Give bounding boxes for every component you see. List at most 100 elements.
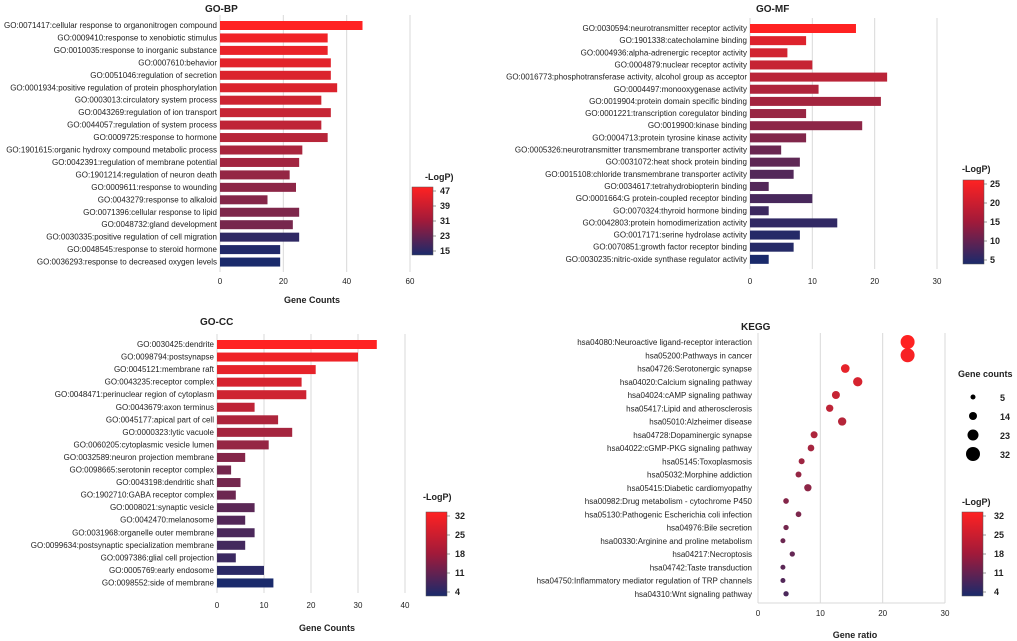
mf-bar[interactable] xyxy=(750,60,813,70)
kegg-point[interactable] xyxy=(810,431,818,439)
mf-bar[interactable] xyxy=(750,194,813,204)
mf-bar[interactable] xyxy=(750,72,888,82)
bp-bar[interactable] xyxy=(220,70,331,80)
mf-title: GO-MF xyxy=(756,4,789,15)
mf-bar[interactable] xyxy=(750,145,782,155)
cc-category-label: GO:0005769:early endosome xyxy=(109,566,215,575)
mf-bar[interactable] xyxy=(750,36,807,46)
mf-bar[interactable] xyxy=(750,109,807,119)
cc-bar[interactable] xyxy=(217,390,307,400)
bp-bar[interactable] xyxy=(220,245,281,255)
cc-bar[interactable] xyxy=(217,452,246,462)
kegg-point[interactable] xyxy=(780,578,786,583)
bp-bar[interactable] xyxy=(220,83,338,93)
bp-bar[interactable] xyxy=(220,58,331,68)
kegg-point[interactable] xyxy=(780,538,786,544)
bp-bar[interactable] xyxy=(220,45,328,55)
cc-bar[interactable] xyxy=(217,553,236,563)
bp-category-label: GO:0009725:response to hormone xyxy=(93,133,217,142)
cc-bar[interactable] xyxy=(217,402,255,412)
bp-bar[interactable] xyxy=(220,207,300,217)
bp-bar[interactable] xyxy=(220,257,281,267)
kegg-pathway-label: hsa05200:Pathways in cancer xyxy=(645,351,752,360)
cc-bar[interactable] xyxy=(217,565,264,575)
bp-bar[interactable] xyxy=(220,108,331,118)
mf-bar[interactable] xyxy=(750,181,769,191)
kegg-point[interactable] xyxy=(783,498,789,504)
mf-bar[interactable] xyxy=(750,254,769,264)
bp-bar[interactable] xyxy=(220,145,303,155)
mf-bar[interactable] xyxy=(750,206,769,216)
cc-bar[interactable] xyxy=(217,352,358,362)
bp-color-legend-value: 15 xyxy=(440,246,450,256)
mf-bar[interactable] xyxy=(750,242,794,252)
kegg-point[interactable] xyxy=(804,484,812,492)
kegg-point[interactable] xyxy=(840,364,850,373)
cc-x-tick-label: 20 xyxy=(307,601,316,610)
mf-bar[interactable] xyxy=(750,96,881,106)
bp-bar[interactable] xyxy=(220,33,328,43)
kegg-point[interactable] xyxy=(795,471,802,478)
mf-bar[interactable] xyxy=(750,230,800,240)
cc-bar[interactable] xyxy=(217,365,316,375)
cc-bar[interactable] xyxy=(217,465,232,475)
kegg-point[interactable] xyxy=(789,551,795,557)
kegg-point[interactable] xyxy=(837,417,847,426)
kegg-point[interactable] xyxy=(826,404,834,412)
mf-bar[interactable] xyxy=(750,133,807,143)
cc-bar[interactable] xyxy=(217,515,246,525)
bp-color-legend-value: 23 xyxy=(440,231,450,241)
cc-bar[interactable] xyxy=(217,427,293,437)
cc-bar[interactable] xyxy=(217,440,269,450)
bp-category-label: GO:0042391:regulation of membrane potent… xyxy=(52,158,217,167)
cc-bar[interactable] xyxy=(217,340,377,349)
bp-bar[interactable] xyxy=(220,157,300,167)
bp-bar[interactable] xyxy=(220,95,322,105)
bp-bar[interactable] xyxy=(220,220,293,230)
cc-bar[interactable] xyxy=(217,377,302,387)
mf-bar[interactable] xyxy=(750,218,838,228)
bp-bar[interactable] xyxy=(220,21,363,30)
kegg-pathway-label: hsa04024:cAMP signaling pathway xyxy=(628,391,752,400)
kegg-point[interactable] xyxy=(853,377,863,387)
bp-bar[interactable] xyxy=(220,170,290,180)
mf-bar[interactable] xyxy=(750,169,794,179)
kegg-point[interactable] xyxy=(795,511,802,518)
cc-bar[interactable] xyxy=(217,503,255,513)
cc-bar[interactable] xyxy=(217,415,279,425)
mf-bar[interactable] xyxy=(750,48,788,58)
mf-bar[interactable] xyxy=(750,84,819,94)
kegg-point[interactable] xyxy=(780,564,786,570)
bp-bar[interactable] xyxy=(220,232,300,242)
cc-bar[interactable] xyxy=(217,540,246,550)
bp-category-label: GO:1901214:regulation of neuron death xyxy=(76,170,217,179)
bp-category-label: GO:0001934:positive regulation of protei… xyxy=(10,83,217,92)
kegg-point[interactable] xyxy=(783,524,789,531)
mf-color-legend-value: 20 xyxy=(990,198,1000,208)
bp-bar[interactable] xyxy=(220,133,328,143)
cc-bar[interactable] xyxy=(217,528,255,538)
mf-bar[interactable] xyxy=(750,157,800,167)
mf-bar[interactable] xyxy=(750,24,856,33)
bp-bar[interactable] xyxy=(220,182,296,192)
kegg-point[interactable] xyxy=(900,348,915,363)
kegg-point[interactable] xyxy=(900,335,915,349)
cc-category-label: GO:0045121:membrane raft xyxy=(114,365,215,374)
cc-bar[interactable] xyxy=(217,490,236,500)
kegg-title: KEGG xyxy=(741,322,771,333)
bp-bar[interactable] xyxy=(220,195,268,205)
kegg-point[interactable] xyxy=(831,391,840,399)
cc-bar[interactable] xyxy=(217,478,241,488)
kegg-point[interactable] xyxy=(798,458,805,465)
kegg-pathway-label: hsa00982:Drug metabolism - cytochrome P4… xyxy=(585,497,753,506)
kegg-point[interactable] xyxy=(783,591,789,597)
kegg-pathway-label: hsa04080:Neuroactive ligand-receptor int… xyxy=(577,338,752,347)
bp-bar[interactable] xyxy=(220,120,322,130)
kegg-point[interactable] xyxy=(807,444,815,452)
mf-color-legend-value: 5 xyxy=(990,255,995,265)
mf-bar[interactable] xyxy=(750,121,863,131)
cc-bar[interactable] xyxy=(217,578,274,588)
mf-category-label: GO:0015108:chloride transmembrane transp… xyxy=(545,170,747,179)
cc-category-label: GO:0048471:perinuclear region of cytopla… xyxy=(55,390,215,399)
